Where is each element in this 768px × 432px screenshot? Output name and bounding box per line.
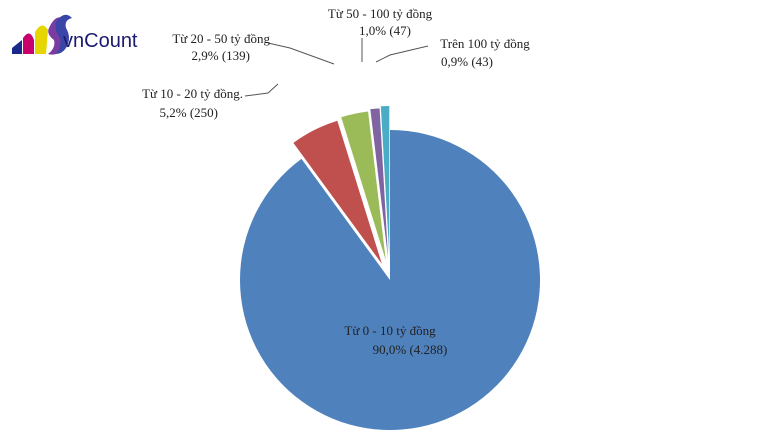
label-0-10-count: (4.288) [409, 342, 447, 357]
slice-20-50 [341, 111, 386, 261]
label-20-50-percent: 2,9% [191, 48, 218, 63]
svg-text:5,2% (250): 5,2% (250) [159, 105, 218, 120]
label-50-100-percent: 1,0% [359, 23, 386, 38]
svg-text:0,9% (43): 0,9% (43) [441, 54, 493, 69]
label-20-50-name: Từ 20 - 50 tỷ đồng [172, 31, 270, 46]
slice-100plus [380, 106, 390, 257]
label-0-10-percent: 90,0% [373, 342, 407, 357]
label-0-10-name: Từ 0 - 10 tỷ đồng [344, 323, 436, 338]
leader-line-100plus [375, 45, 429, 63]
slice-labels: Từ 0 - 10 tỷ đồng 90,0% (4.288) Từ 10 - … [142, 6, 530, 357]
svg-text:1,0% (47): 1,0% (47) [359, 23, 411, 38]
label-100plus-name: Trên 100 tỷ đồng [440, 36, 530, 51]
svg-text:90,0% (4.288): 90,0% (4.288) [373, 342, 448, 357]
label-50-100-name: Từ 50 - 100 tỷ đồng [328, 6, 433, 21]
label-20-50-count: (139) [222, 48, 250, 63]
leader-lines [244, 38, 429, 97]
logo-mark-icon [12, 14, 72, 55]
slice-0-10 [240, 130, 540, 430]
leader-line-20-50 [267, 42, 335, 65]
slice-10-20 [293, 120, 382, 264]
svg-text:2,9% (139): 2,9% (139) [191, 48, 250, 63]
label-100plus-percent: 0,9% [441, 54, 468, 69]
leader-line-10-20 [244, 83, 279, 97]
pie-slices [240, 106, 540, 430]
label-100plus-count: (43) [471, 54, 493, 69]
label-10-20-percent: 5,2% [159, 105, 186, 120]
label-50-100-count: (47) [389, 23, 411, 38]
vncount-logo [12, 14, 72, 55]
label-10-20-name: Từ 10 - 20 tỷ đồng. [142, 86, 243, 101]
label-10-20-count: (250) [190, 105, 218, 120]
logo-text: vnCount [63, 30, 138, 52]
slice-50-100 [370, 108, 389, 259]
